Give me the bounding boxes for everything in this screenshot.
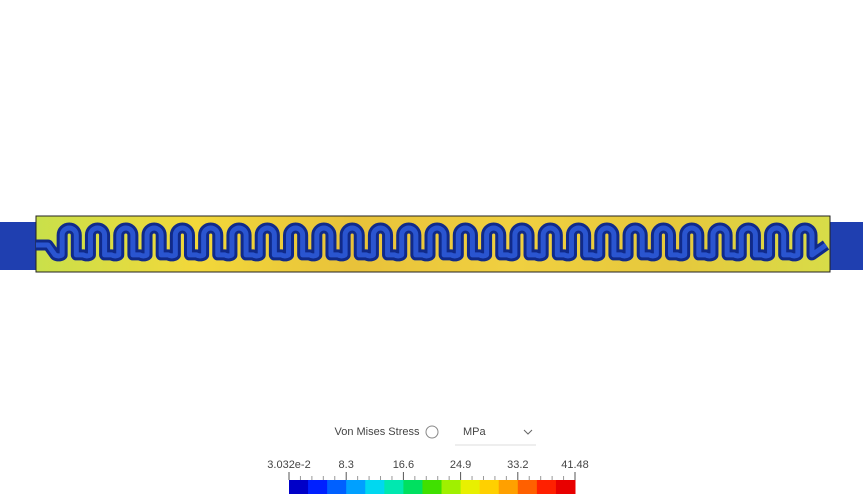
dropdown-chevron[interactable] — [523, 429, 533, 435]
color-step — [498, 480, 519, 494]
legend: Von Mises Stress MPa 3.032e-2 8.3 16.6 24.9… — [267, 425, 589, 494]
unit-select[interactable]: MPa — [463, 426, 487, 438]
legend-menu-icon[interactable] — [425, 425, 439, 439]
tick-label: 24.9 — [450, 459, 471, 471]
color-step — [327, 480, 347, 494]
color-step — [441, 480, 462, 494]
color-step — [403, 480, 423, 494]
color-step — [460, 480, 481, 494]
color-step — [384, 480, 404, 494]
color-step — [555, 480, 576, 494]
color-step — [308, 480, 328, 494]
color-step — [346, 480, 366, 494]
color-bar-ticks: 3.032e-2 8.3 16.6 24.9 33.2 41.48 — [267, 459, 589, 480]
color-step — [536, 480, 557, 494]
tick-label: 3.032e-2 — [267, 459, 310, 471]
end-block — [826, 222, 863, 270]
color-step — [422, 480, 443, 494]
color-step — [517, 480, 538, 494]
tick-label: 41.48 — [561, 459, 589, 471]
color-bar — [289, 480, 576, 494]
color-step — [289, 480, 309, 494]
color-step — [479, 480, 500, 494]
legend-title: Von Mises Stress — [335, 426, 420, 438]
color-step — [365, 480, 385, 494]
tick-label: 33.2 — [507, 459, 528, 471]
channel-inner — [36, 225, 828, 259]
end-block — [0, 222, 40, 270]
model — [0, 215, 863, 273]
tick-label: 16.6 — [393, 459, 414, 471]
tick-label: 8.3 — [339, 459, 354, 471]
